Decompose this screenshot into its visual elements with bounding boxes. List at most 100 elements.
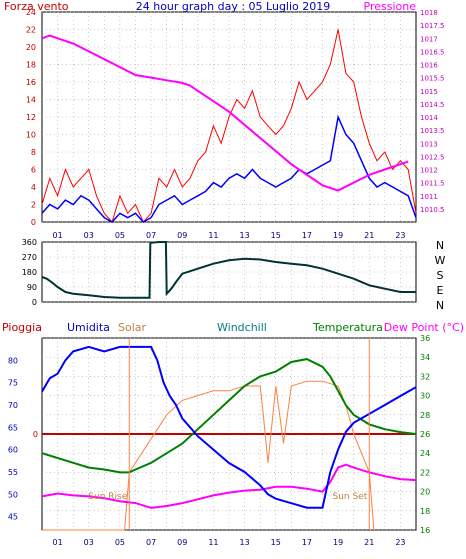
pressure-tick-label: 1016.5 [420,48,445,56]
hour-tick-label: 19 [333,538,343,547]
hour-tick-label: 01 [52,538,62,547]
series-solar [42,380,375,531]
temperature-tick-label: 16 [420,526,430,535]
hour-tick-label: 17 [302,231,312,240]
wind-tick-label: 24 [26,8,36,17]
pressure-tick-label: 1011 [420,193,438,201]
pressure-tick-label: 1013.5 [420,127,445,135]
panel-temperature: Pioggia Umidita Solar Windchill Temperat… [2,321,464,547]
legend-temperature: Temperatura [312,321,383,334]
humidity-tick-label: 65 [8,423,18,432]
direction-tick-label: 180 [22,268,37,277]
hour-tick-label: 21 [364,231,374,240]
panel-wind-series [41,29,417,223]
panel-direction-grid [42,241,416,303]
series-dewpoint [41,463,417,509]
compass-label: N [436,299,444,312]
hour-tick-label: 19 [333,231,343,240]
humidity-axis-ticks: 45 50 55 60 65 70 75 80 0 [8,356,38,521]
hour-tick-label: 13 [239,231,249,240]
pressure-tick-label: 1015 [420,88,438,96]
hour-tick-label: 01 [52,231,62,240]
direction-tick-label: 90 [27,283,37,292]
hour-tick-label: 11 [208,231,218,240]
hour-tick-label: 07 [146,231,156,240]
legend-rain: Pioggia [2,321,42,334]
hour-tick-label: 15 [271,231,281,240]
temperature-tick-label: 22 [420,468,430,477]
pressure-tick-label: 1014 [420,114,438,122]
humidity-tick-label: 80 [8,356,18,365]
wind-tick-label: 0 [31,218,36,227]
compass-label: N [436,239,444,252]
humidity-tick-label: 70 [8,401,18,410]
wind-tick-label: 14 [26,96,36,105]
humidity-tick-label: 75 [8,379,18,388]
compass-label: W [435,254,446,267]
humidity-tick-label: 50 [8,490,18,499]
temperature-tick-label: 34 [420,353,430,362]
direction-tick-label: 360 [22,238,37,247]
humidity-tick-label: 45 [8,513,18,522]
hour-tick-label: 15 [271,538,281,547]
wind-tick-label: 4 [31,183,36,192]
rain-tick-label: 0 [33,430,38,439]
direction-tick-label: 0 [32,298,37,307]
wind-tick-label: 2 [31,201,36,210]
hour-tick-label: 11 [208,538,218,547]
hour-tick-label: 03 [84,231,94,240]
hour-tick-label: 13 [239,538,249,547]
wind-axis-label: Forza vento [4,0,69,13]
temperature-tick-label: 30 [420,392,430,401]
pressure-tick-label: 1018 [420,9,438,17]
hour-tick-label: 23 [395,538,405,547]
series-wind-gust [41,29,417,223]
compass-label: E [437,284,444,297]
pressure-tick-label: 1016 [420,62,438,70]
pressure-axis-ticks: 1010.5 1011 1011.5 1012 1012.5 1013 1013.5 1014… [420,9,445,214]
series-pressure [41,34,409,192]
hour-tick-label: 09 [177,538,187,547]
hour-tick-label: 05 [115,231,125,240]
wind-tick-label: 18 [26,61,36,70]
panel-wind-pressure: Forza vento 24 hour graph day : 05 Lugli… [4,0,445,240]
hour-tick-label: 07 [146,538,156,547]
hour-tick-label: 17 [302,538,312,547]
pressure-tick-label: 1015.5 [420,75,445,83]
direction-tick-label: 270 [22,253,37,262]
pressure-tick-label: 1012.5 [420,153,445,161]
temperature-tick-label: 32 [420,372,430,381]
series-wind-direction [41,241,416,299]
wind-tick-label: 20 [26,43,36,52]
temperature-tick-label: 18 [420,507,430,516]
pressure-axis-label: Pressione [364,0,417,13]
sun-marker-label: Sun Set [332,492,367,502]
legend-humidity: Umidita [67,321,110,334]
legend-dewpoint: Dew Point (°C) [384,321,464,334]
temperature-tick-label: 24 [420,449,430,458]
legend-solar: Solar [118,321,147,334]
pressure-tick-label: 1017 [420,35,438,43]
humidity-tick-label: 55 [8,468,18,477]
wind-tick-label: 12 [26,113,36,122]
hour-tick-label: 23 [395,231,405,240]
hour-tick-label: 03 [84,538,94,547]
compass-label: S [437,269,444,282]
hour-tick-label: 21 [364,538,374,547]
pressure-tick-label: 1012 [420,167,438,175]
hour-tick-label: 05 [115,538,125,547]
graph-title: 24 hour graph day : 05 Luglio 2019 [136,0,331,13]
pressure-tick-label: 1010.5 [420,206,445,214]
sun-annotations: Sun Rise Sun Set [88,338,370,530]
legend-windchill: Windchill [217,321,267,334]
wind-tick-label: 6 [31,166,36,175]
temperature-tick-label: 36 [420,334,430,343]
wind-tick-label: 10 [26,131,36,140]
pressure-tick-label: 1013 [420,140,438,148]
wind-tick-label: 16 [26,78,36,87]
